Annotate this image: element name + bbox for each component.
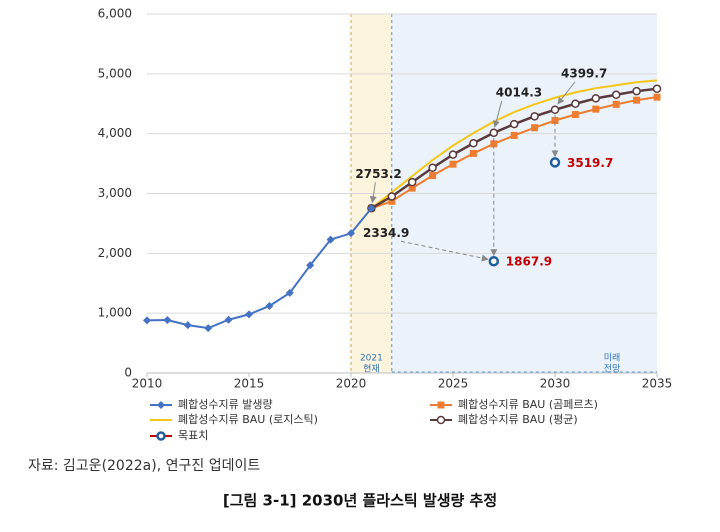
data-label: 2753.2 — [355, 167, 401, 181]
point — [449, 160, 457, 168]
x-tick-label: 2025 — [438, 377, 469, 391]
legend-item: 폐합성수지류 BAU (로지스틱) — [150, 413, 318, 426]
point — [245, 310, 253, 319]
point — [306, 261, 315, 270]
point — [592, 105, 600, 113]
region-label: 전망 — [604, 364, 621, 375]
data-label: 1867.9 — [506, 255, 552, 269]
data-label: 4399.7 — [561, 66, 607, 80]
point — [326, 235, 335, 244]
point — [469, 149, 477, 157]
point — [591, 94, 601, 103]
point — [163, 316, 172, 325]
legend-marker — [157, 401, 165, 409]
point — [571, 99, 580, 108]
point — [652, 84, 662, 94]
series-line — [370, 79, 658, 210]
point — [612, 100, 620, 108]
legend-label: 목표치 — [178, 429, 208, 442]
legend-marker — [437, 401, 445, 409]
y-tick-label: 2,000 — [98, 246, 132, 260]
x-tick-label: 2015 — [234, 377, 265, 391]
point — [143, 316, 151, 325]
annotation-arrow — [400, 240, 489, 262]
legend-label: 폐합성수지류 BAU (평균) — [458, 413, 578, 426]
point — [347, 229, 355, 238]
data-label: 2334.9 — [363, 226, 409, 240]
legend-label: 폐합성수지류 BAU (곰페르츠) — [458, 398, 598, 411]
point — [551, 117, 559, 125]
source-note: 자료: 김고운(2022a), 연구진 업데이트 — [28, 458, 260, 474]
point — [530, 112, 539, 121]
point — [388, 197, 396, 205]
point — [549, 157, 561, 168]
point — [611, 90, 621, 100]
annotation-arrow — [492, 100, 503, 128]
point — [653, 93, 661, 101]
legend-item: 목표치 — [150, 429, 208, 442]
x-tick-label: 2035 — [642, 377, 673, 391]
annotation-arrow — [369, 182, 377, 204]
series-line — [146, 207, 373, 330]
point — [408, 184, 416, 192]
y-tick-label: 0 — [124, 366, 132, 380]
figure-caption: [그림 3-1] 2030년 플라스틱 발생량 추정 — [223, 492, 497, 510]
legend-item: 폐합성수지류 발생량 — [150, 398, 273, 411]
legend-marker — [156, 431, 166, 441]
legend-item: 폐합성수지류 BAU (평균) — [430, 413, 578, 426]
point — [448, 150, 458, 159]
point — [224, 315, 233, 324]
x-tick-label: 2030 — [540, 377, 571, 391]
point — [632, 86, 641, 96]
region-label: 현재 — [363, 364, 380, 375]
point — [387, 192, 397, 201]
x-tick-label: 2010 — [132, 377, 163, 391]
region-label: 2021 — [360, 354, 383, 364]
x-tick-label: 2020 — [336, 377, 367, 391]
y-tick-label: 5,000 — [98, 66, 132, 80]
y-tick-label: 4,000 — [98, 126, 132, 140]
point — [285, 288, 294, 297]
point — [510, 131, 518, 139]
point — [204, 324, 213, 333]
point — [488, 255, 500, 267]
point — [367, 204, 376, 213]
region-label: 미래 — [604, 353, 621, 364]
point — [407, 177, 417, 187]
point — [429, 172, 437, 180]
legend-label: 폐합성수지류 BAU (로지스틱) — [178, 413, 318, 426]
legend-label: 폐합성수지류 발생량 — [178, 398, 273, 411]
point — [490, 140, 498, 148]
point — [531, 124, 539, 132]
y-tick-label: 3,000 — [98, 186, 132, 200]
data-label: 4014.3 — [496, 85, 542, 99]
point — [265, 301, 274, 310]
point — [633, 96, 641, 104]
y-tick-label: 6,000 — [98, 7, 132, 21]
point — [509, 119, 519, 129]
point — [489, 128, 499, 138]
point — [571, 111, 579, 119]
legend-marker — [436, 415, 446, 425]
point — [183, 321, 192, 330]
y-tick-label: 1,000 — [98, 306, 132, 320]
annotation-arrow — [557, 81, 576, 105]
point — [469, 138, 478, 148]
legend-item: 폐합성수지류 BAU (곰페르츠) — [430, 398, 598, 411]
point — [428, 163, 437, 173]
data-label: 3519.7 — [567, 156, 613, 170]
point — [550, 105, 560, 115]
